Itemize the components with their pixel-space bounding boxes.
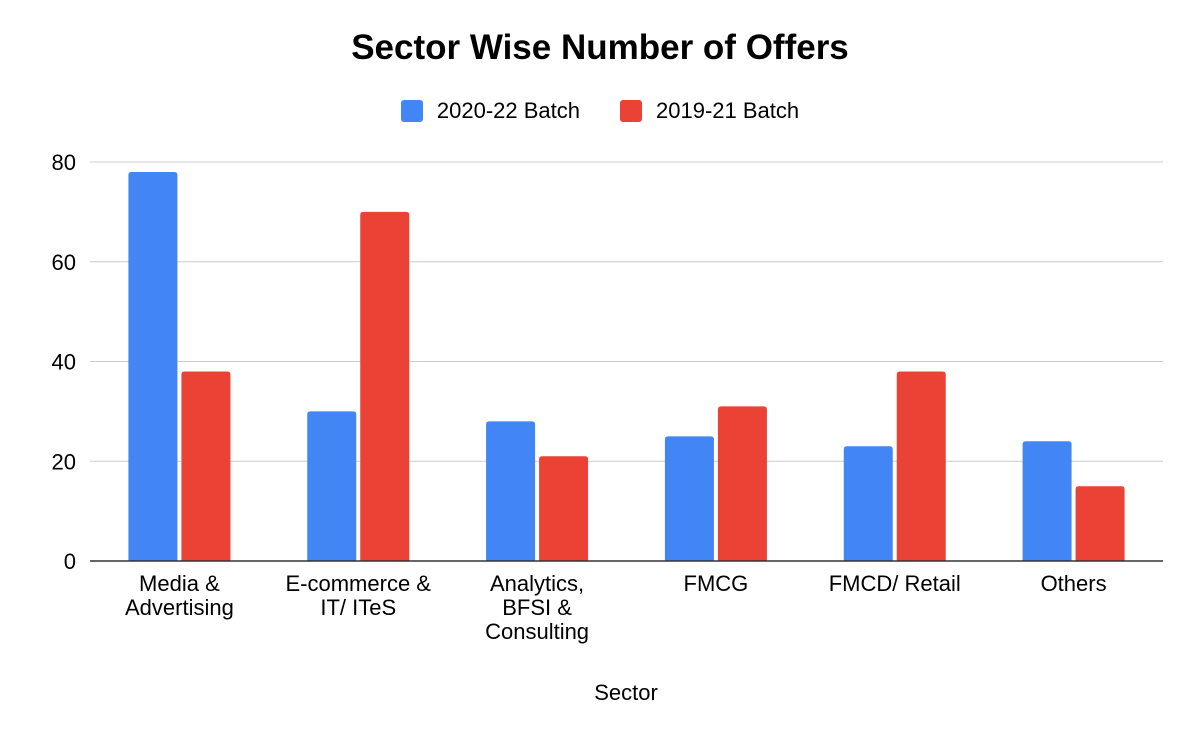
x-tick-label: FMCD/ Retail [829,571,961,596]
x-tick-label: Others [1041,571,1107,596]
bar [1022,441,1072,561]
bar [896,371,946,561]
x-tick-label: Analytics, [490,571,584,596]
legend-item-2020-22: 2020-22 Batch [400,98,580,124]
bar [128,171,178,561]
x-tick-label: FMCG [684,571,749,596]
x-tick-label: Consulting [485,619,589,644]
legend-swatch-2020-22 [400,100,423,122]
legend: 2020-22 Batch 2019-21 Batch [0,98,1200,124]
y-tick-label: 60 [52,250,76,275]
bar [1075,486,1125,561]
legend-label-2019-21: 2019-21 Batch [656,98,800,123]
legend-label-2020-22: 2020-22 Batch [436,98,580,123]
x-tick-label: Advertising [125,595,234,620]
x-tick-label: E-commerce & [286,571,432,596]
legend-swatch-2019-21 [620,100,642,122]
x-tick-label: Media & [139,571,220,596]
y-tick-label: 80 [52,150,76,175]
legend-item-2019-21: 2019-21 Batch [620,98,799,124]
bar [360,211,410,561]
x-axis-label: Sector [594,680,658,705]
bar [664,436,714,561]
bar [843,446,893,561]
bar [486,421,536,561]
y-tick-label: 40 [52,350,76,375]
y-tick-label: 20 [52,449,76,474]
x-tick-label: IT/ ITeS [320,595,396,620]
bar [307,411,357,561]
y-tick-label: 0 [64,549,76,574]
bar [539,456,589,561]
x-tick-label: BFSI & [502,595,572,620]
bar [181,371,231,561]
chart-title: Sector Wise Number of Offers [351,28,849,67]
bar [717,406,767,561]
